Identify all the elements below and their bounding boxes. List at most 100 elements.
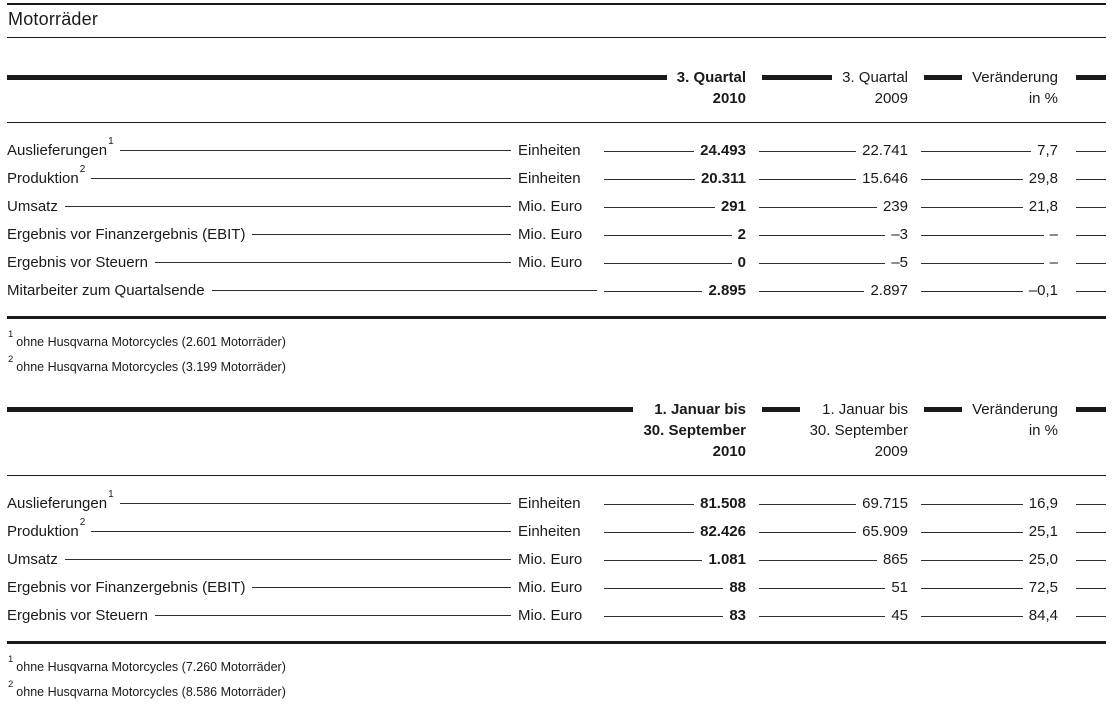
value-change-cell: 21,8	[908, 198, 1058, 215]
trailing-dash-cell	[1058, 177, 1106, 180]
footnotes: 1ohne Husqvarna Motorcycles (7.260 Motor…	[7, 653, 1106, 703]
value-prior: –5	[891, 253, 908, 271]
leader-line	[604, 262, 732, 264]
footnote: 1ohne Husqvarna Motorcycles (7.260 Motor…	[8, 653, 1106, 678]
leader-line	[921, 206, 1023, 208]
table-row: Ergebnis vor Steuern Mio. Euro 0 –5 –	[7, 248, 1106, 276]
column-header-change-group: Veränderung in %	[908, 399, 1058, 462]
leader-line	[759, 178, 857, 180]
page-title: Motorräder	[8, 9, 99, 29]
header-rule-bar	[1076, 75, 1106, 80]
leader-line	[759, 503, 857, 505]
row-label: Umsatz	[7, 550, 58, 568]
leader-line	[119, 502, 511, 504]
leader-line	[91, 530, 511, 532]
leader-line	[1076, 559, 1106, 561]
value-current-cell: 1.081	[604, 551, 746, 568]
row-label-cell: Umsatz	[7, 551, 518, 568]
footnote-marker: 1	[108, 488, 114, 500]
value-change: –	[1049, 225, 1058, 243]
value-change: 21,8	[1028, 197, 1058, 215]
row-label-cell: Auslieferungen1	[7, 135, 518, 159]
header-rule-bar	[7, 75, 667, 80]
row-label-cell: Ergebnis vor Steuern	[7, 254, 518, 271]
trailing-dash-cell	[1058, 289, 1106, 292]
footnote-text: ohne Husqvarna Motorcycles (3.199 Motorr…	[16, 360, 286, 375]
value-prior: 865	[882, 550, 908, 568]
trailing-dash-cell	[1058, 261, 1106, 264]
value-prior-cell: 65.909	[746, 523, 908, 540]
column-header-current-group: 1. Januar bis 30. September 2010	[7, 399, 746, 462]
value-prior-cell: 865	[746, 551, 908, 568]
row-label: Ergebnis vor Finanzergebnis (EBIT)	[7, 578, 246, 596]
footnote: 2ohne Husqvarna Motorcycles (8.586 Motor…	[8, 678, 1106, 703]
row-label: Mitarbeiter zum Quartalsende	[7, 281, 205, 299]
column-header-row: 3. Quartal 2010 3. Quartal 2009 Veränderun…	[7, 67, 1106, 123]
column-header-current-group: 3. Quartal 2010	[7, 67, 746, 109]
value-current-cell: 0	[604, 254, 746, 271]
row-label: Auslieferungen1	[7, 488, 114, 512]
value-current-cell: 88	[604, 579, 746, 596]
column-header-change-group: Veränderung in %	[908, 67, 1058, 109]
value-prior: 22.741	[862, 141, 908, 159]
leader-line	[759, 262, 886, 264]
row-label-cell: Ergebnis vor Finanzergebnis (EBIT)	[7, 579, 518, 596]
header-rule-bar	[924, 75, 963, 80]
leader-line	[604, 206, 715, 208]
value-prior: 45	[891, 606, 908, 624]
leader-line	[64, 205, 511, 207]
column-header-prior-group: 3. Quartal 2009	[746, 67, 908, 109]
value-prior-cell: –5	[746, 254, 908, 271]
leader-line	[921, 234, 1044, 236]
leader-line	[604, 178, 695, 180]
column-header-change: Veränderung in %	[972, 69, 1058, 107]
column-header-row: 1. Januar bis 30. September 2010 1. Janua…	[7, 399, 1106, 477]
table-row: Produktion2 Einheiten 82.426 65.909 25,1	[7, 517, 1106, 545]
leader-line	[1076, 150, 1106, 152]
table-row: Auslieferungen1 Einheiten 81.508 69.715 16,9	[7, 489, 1106, 517]
leader-line	[604, 503, 695, 505]
leader-line	[1076, 290, 1106, 292]
footnote-marker: 1	[8, 654, 14, 666]
value-change: 72,5	[1028, 578, 1058, 596]
footnote-marker: 1	[108, 135, 114, 147]
unit-cell: Einheiten	[518, 522, 581, 540]
value-current: 88	[729, 578, 746, 596]
row-label-cell: Umsatz	[7, 198, 518, 215]
leader-line	[604, 531, 695, 533]
value-prior-cell: 45	[746, 607, 908, 624]
value-change: –	[1049, 253, 1058, 271]
leader-line	[1076, 531, 1106, 533]
value-change: 16,9	[1028, 494, 1058, 512]
column-header-prior: 3. Quartal 2009	[842, 69, 908, 107]
value-current-cell: 2.895	[604, 282, 746, 299]
value-current: 20.311	[700, 169, 746, 187]
leader-line	[759, 206, 877, 208]
column-header-current: 3. Quartal 2010	[676, 69, 746, 107]
leader-line	[154, 261, 511, 263]
header-rule-bar	[762, 75, 833, 80]
table-body: Auslieferungen1 Einheiten 24.493 22.741 7,7 P…	[7, 123, 1106, 319]
leader-line	[604, 150, 695, 152]
leader-line	[759, 559, 877, 561]
unit-cell: Mio. Euro	[518, 550, 583, 568]
value-current: 1.081	[708, 550, 746, 568]
leader-line	[119, 149, 511, 151]
footnote: 1ohne Husqvarna Motorcycles (2.601 Motor…	[8, 328, 1106, 353]
leader-line	[921, 290, 1023, 292]
unit-cell: Mio. Euro	[518, 606, 583, 624]
value-prior-cell: 15.646	[746, 170, 908, 187]
row-label-cell: Ergebnis vor Finanzergebnis (EBIT)	[7, 226, 518, 243]
value-change-cell: 25,1	[908, 523, 1058, 540]
table-row: Umsatz Mio. Euro 291 239 21,8	[7, 192, 1106, 220]
leader-line	[921, 262, 1044, 264]
value-prior-cell: –3	[746, 226, 908, 243]
unit-cell: Mio. Euro	[518, 578, 583, 596]
table-row: Ergebnis vor Steuern Mio. Euro 83 45 84,4	[7, 601, 1106, 629]
column-header-prior: 1. Januar bis 30. September 2009	[809, 401, 908, 461]
header-rule-bar	[762, 407, 800, 413]
trailing-dash-cell	[1058, 586, 1106, 589]
value-current-cell: 24.493	[604, 142, 746, 159]
ytd-table: 1. Januar bis 30. September 2010 1. Janua…	[7, 399, 1106, 703]
row-label: Auslieferungen1	[7, 135, 114, 159]
